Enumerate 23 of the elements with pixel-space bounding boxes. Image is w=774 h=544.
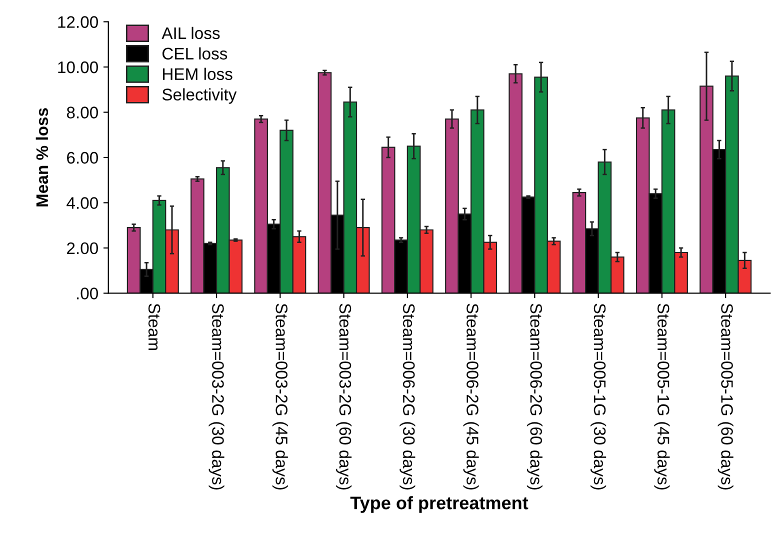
x-tick-label: Steam=006-2G (45 days) bbox=[463, 304, 479, 490]
x-tick-label: Steam=006-2G (60 days) bbox=[526, 304, 542, 490]
y-tick-label: 12.00 bbox=[58, 16, 98, 28]
x-tick-label: Steam=005-1G (30 days) bbox=[590, 304, 606, 490]
x-tick-label: Steam bbox=[148, 304, 160, 350]
x-tick-label: Steam=006-2G (30 days) bbox=[400, 304, 416, 490]
x-tick-label: Steam=003-2G (30 days) bbox=[208, 304, 224, 490]
x-tick-label: Steam=005-1G (45 days) bbox=[654, 304, 670, 490]
y-axis-title: Mean % loss bbox=[36, 108, 48, 206]
x-tick-label: Steam=003-2G (45 days) bbox=[272, 304, 288, 490]
y-tick-label: 6.00 bbox=[67, 152, 98, 164]
x-axis-title: Type of pretreatment bbox=[350, 496, 528, 513]
x-tick-label: Steam=003-2G (60 days) bbox=[336, 304, 352, 490]
legend-label: Selectivity bbox=[162, 88, 237, 104]
y-tick-label: 10.00 bbox=[58, 61, 98, 74]
y-tick-label: .00 bbox=[76, 288, 98, 300]
x-tick-label: Steam=005-1G (60 days) bbox=[718, 304, 734, 490]
y-tick-label: 8.00 bbox=[66, 106, 98, 118]
y-tick-label: 2.00 bbox=[67, 242, 98, 254]
legend-label: CEL loss bbox=[162, 47, 228, 60]
legend-label: AIL loss bbox=[162, 26, 220, 40]
y-tick-label: 4.00 bbox=[66, 197, 98, 209]
legend-label: HEM loss bbox=[163, 68, 232, 80]
